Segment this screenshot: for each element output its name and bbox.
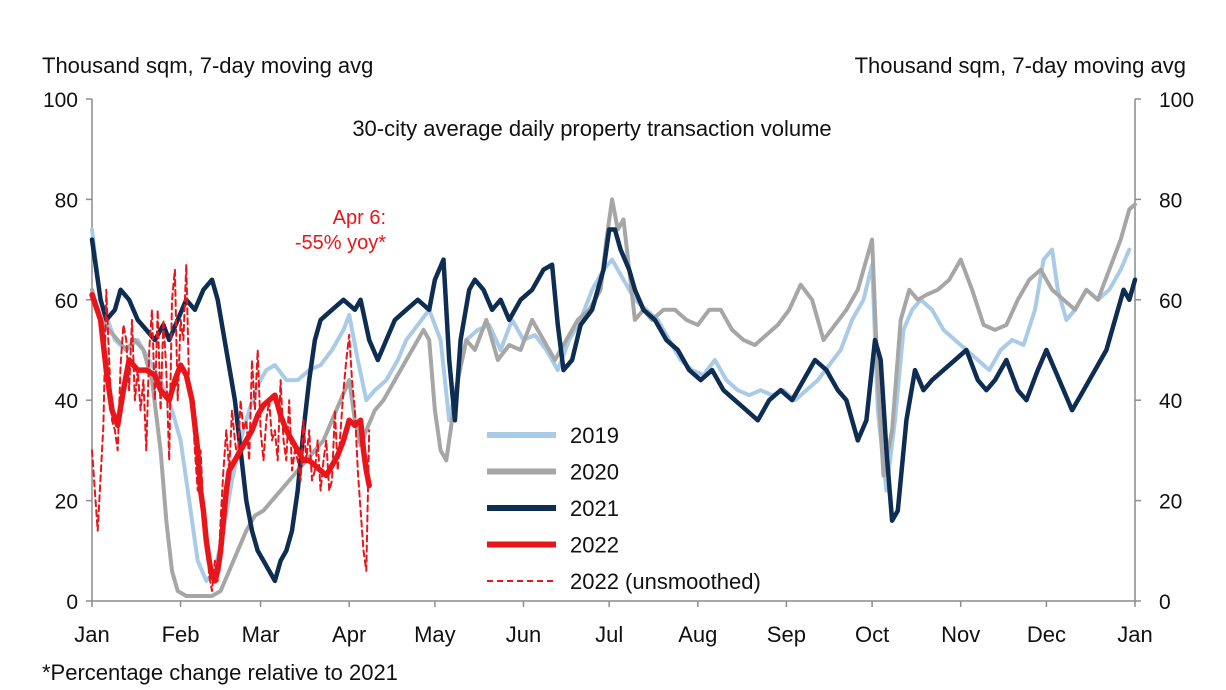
y-tick-label-right: 20 — [1159, 491, 1182, 514]
y-tick-label-left: 80 — [55, 189, 78, 212]
x-tick-label-feb: Feb — [162, 622, 200, 647]
y-tick-label-right: 40 — [1159, 390, 1182, 413]
x-tick-label-jan: Jan — [74, 622, 109, 647]
x-tick-label-mar: Mar — [242, 622, 280, 647]
left-axis-unit-label: Thousand sqm, 7-day moving avg — [42, 53, 373, 78]
annotation-line-1: Apr 6: — [333, 207, 386, 229]
series-lines — [89, 197, 1138, 598]
y-tick-label-right: 0 — [1159, 591, 1171, 614]
y-tick-label-right: 60 — [1159, 290, 1182, 313]
y-tick-label-left: 100 — [43, 89, 78, 112]
x-tick-label-oct: Oct — [855, 622, 889, 647]
series-line-2021 — [89, 227, 1138, 584]
legend: 2019 2020 2021 2022 2022 (unsmoothed) — [487, 423, 761, 594]
chart-title: 30-city average daily property transacti… — [352, 116, 831, 141]
x-tick-label-dec: Dec — [1027, 622, 1066, 647]
legend-label: 2022 (unsmoothed) — [570, 569, 761, 594]
x-tick-label-nov: Nov — [941, 622, 980, 647]
x-tick-label-apr: Apr — [332, 622, 366, 647]
y-tick-label-left: 40 — [55, 390, 78, 413]
footnote: *Percentage change relative to 2021 — [42, 660, 398, 685]
x-ticks: Jan Feb Mar Apr May Jun Jul Aug Sep Oct Nov Dec Jan — [74, 601, 1153, 647]
annotation: Apr 6: -55% yoy* — [295, 207, 386, 254]
x-tick-label-aug: Aug — [678, 622, 717, 647]
annotation-line-2: -55% yoy* — [295, 232, 386, 254]
x-tick-label-jun: Jun — [506, 622, 541, 647]
legend-label: 2020 — [570, 460, 619, 485]
legend-label: 2021 — [570, 496, 619, 521]
y-tick-label-left: 0 — [66, 591, 78, 614]
axis-titles: Thousand sqm, 7-day moving avg Thousand … — [42, 53, 1186, 141]
series-line-2022-unsmoothed — [91, 263, 371, 592]
x-tick-label-jan: Jan — [1117, 622, 1152, 647]
right-axis-unit-label: Thousand sqm, 7-day moving avg — [855, 53, 1186, 78]
x-tick-label-may: May — [414, 622, 456, 647]
legend-label: 2022 — [570, 533, 619, 558]
y-tick-label-left: 60 — [55, 290, 78, 313]
x-tick-label-sep: Sep — [767, 622, 806, 647]
legend-label: 2019 — [570, 423, 619, 448]
series-line-2020 — [90, 197, 1137, 598]
y-tick-label-right: 80 — [1159, 189, 1182, 212]
y-tick-label-left: 20 — [55, 491, 78, 514]
y-tick-label-right: 100 — [1159, 89, 1194, 112]
x-tick-label-jul: Jul — [595, 622, 623, 647]
